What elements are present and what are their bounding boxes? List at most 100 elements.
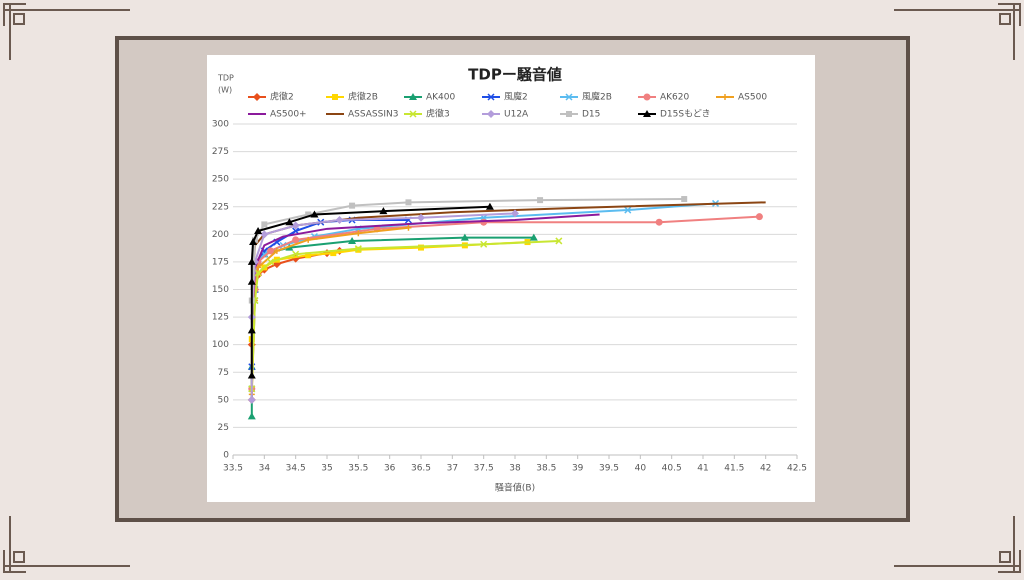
marker [487, 110, 495, 118]
marker [409, 93, 417, 100]
marker [267, 258, 275, 266]
marker [480, 240, 488, 248]
y-tick-label: 25 [218, 423, 229, 433]
marker [529, 233, 538, 241]
legend-label: ASSASSIN3 [348, 110, 398, 120]
marker [355, 230, 362, 237]
marker [267, 247, 275, 255]
marker [253, 93, 261, 101]
x-tick-label: 35.5 [348, 464, 368, 474]
series-line [250, 205, 490, 376]
x-tick-label: 42.5 [787, 464, 807, 474]
marker [330, 250, 337, 257]
marker [417, 213, 425, 222]
marker [460, 233, 469, 241]
marker [681, 196, 688, 203]
marker [332, 94, 338, 100]
marker [405, 199, 412, 206]
chart-area [207, 55, 815, 502]
marker [643, 93, 651, 101]
x-tick-label: 38.5 [536, 464, 556, 474]
frame-decoration [3, 3, 1021, 573]
x-tick-label: 41.5 [724, 464, 744, 474]
legend-label: U12A [504, 110, 529, 120]
marker [565, 93, 573, 101]
y-tick-label: 125 [212, 313, 229, 323]
marker [722, 94, 728, 100]
marker [255, 264, 262, 271]
y-tick-label: 75 [218, 368, 229, 378]
marker [249, 238, 258, 246]
x-tick-label: 40 [635, 464, 647, 474]
marker [247, 326, 256, 334]
y-tick-label: 275 [212, 147, 229, 157]
y-tick-label: 100 [212, 340, 229, 350]
marker [485, 202, 494, 210]
marker [292, 236, 300, 244]
marker [285, 218, 294, 226]
marker [409, 110, 417, 118]
marker [566, 111, 572, 117]
marker [755, 213, 763, 221]
y-tick-label: 200 [212, 230, 229, 240]
marker [624, 206, 632, 214]
legend-label: D15Sもどき [660, 109, 711, 120]
marker [291, 254, 300, 263]
y-tick-label: 150 [212, 285, 229, 295]
y-axis-label: (W) [218, 86, 232, 95]
marker [379, 207, 388, 215]
marker [655, 218, 663, 226]
y-tick-label: 175 [212, 257, 229, 267]
x-tick-label: 37.5 [474, 464, 494, 474]
x-tick-label: 42 [760, 464, 771, 474]
marker [247, 412, 256, 420]
y-tick-label: 300 [212, 120, 229, 130]
legend-label: 虎徹2B [348, 91, 378, 103]
marker [418, 244, 424, 251]
marker [555, 237, 563, 245]
marker [354, 245, 362, 253]
marker [348, 236, 357, 244]
legend-label: AS500+ [270, 110, 307, 120]
marker [335, 215, 344, 224]
x-tick-label: 41 [697, 464, 708, 474]
marker [291, 221, 300, 230]
x-tick-label: 35 [321, 464, 332, 474]
marker [305, 211, 312, 218]
x-tick-label: 39.5 [599, 464, 619, 474]
y-tick-label: 225 [212, 202, 229, 212]
legend-label: AK400 [426, 93, 456, 103]
marker [643, 110, 651, 117]
y-tick-label: 0 [223, 451, 229, 461]
x-tick-label: 36 [384, 464, 396, 474]
marker [247, 277, 256, 285]
marker [260, 230, 269, 239]
y-axis-label: TDP [217, 74, 234, 83]
marker [261, 221, 268, 228]
x-tick-label: 33.5 [223, 464, 243, 474]
legend-label: D15 [582, 110, 600, 120]
legend-label: 風魔2B [582, 91, 612, 103]
marker [273, 247, 280, 254]
x-tick-label: 36.5 [411, 464, 431, 474]
marker [349, 202, 356, 209]
marker [310, 210, 319, 218]
x-tick-label: 37 [447, 464, 458, 474]
x-tick-label: 39 [572, 464, 584, 474]
legend-label: 風魔2 [504, 91, 528, 103]
chart-title: TDPー騒音値 [468, 66, 562, 84]
legend-label: AK620 [660, 93, 690, 103]
marker [480, 218, 488, 226]
marker [487, 93, 495, 101]
marker [355, 246, 362, 253]
x-tick-label: 34.5 [286, 464, 306, 474]
marker [305, 252, 312, 259]
legend-label: 虎徹2 [270, 91, 294, 103]
marker [511, 209, 519, 218]
marker [254, 269, 262, 277]
marker [292, 250, 300, 258]
x-axis-label: 騒音値(B) [495, 482, 535, 494]
marker [405, 224, 412, 231]
marker [247, 371, 256, 379]
